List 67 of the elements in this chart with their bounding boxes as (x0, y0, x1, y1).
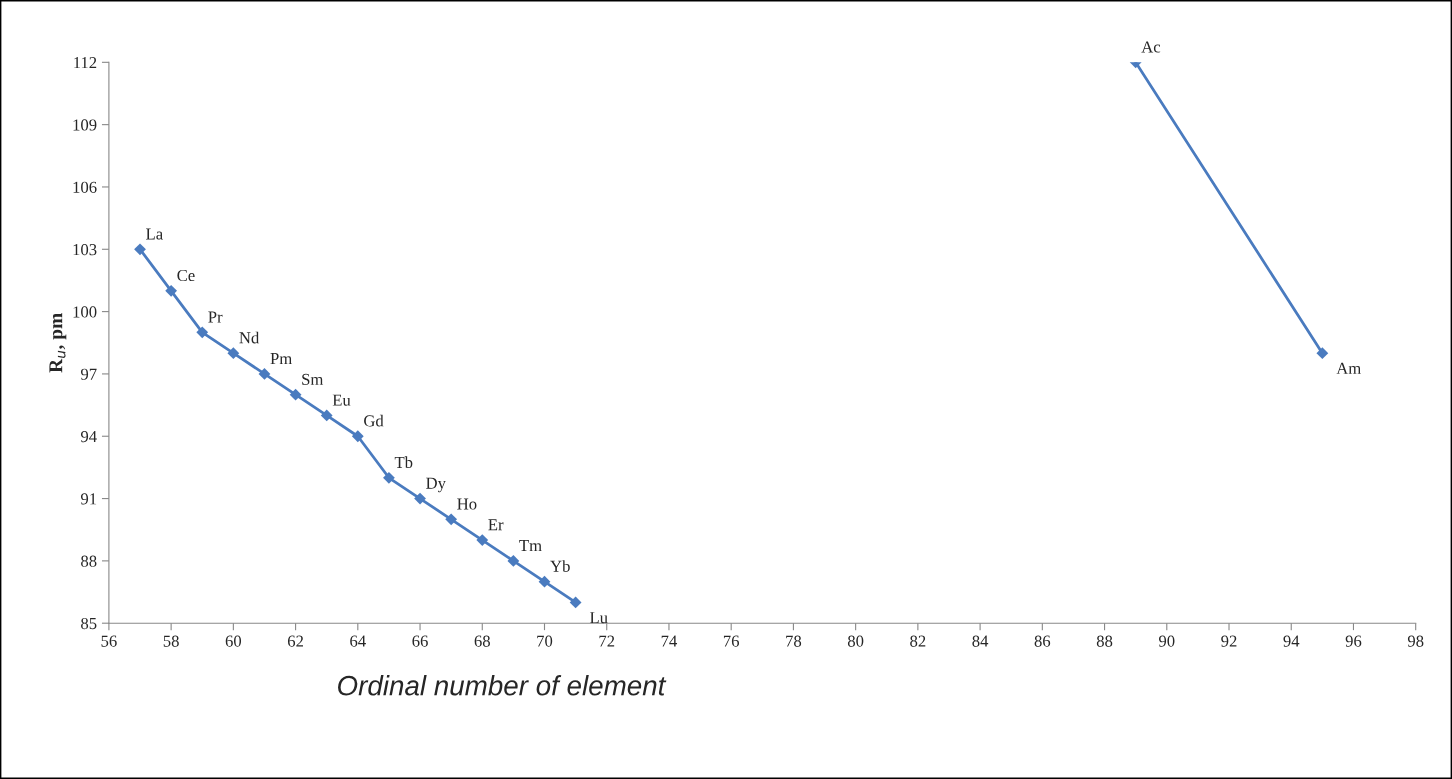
annotation: Tm (519, 540, 542, 551)
annotation: Sm (302, 373, 324, 385)
point (507, 554, 520, 567)
annotation: Nd (239, 331, 260, 344)
x-tick-label: 98 (1407, 635, 1424, 647)
y-tick-label: 94 (80, 430, 97, 443)
annotation: Yb (550, 560, 570, 572)
x-tick-label: 96 (1345, 635, 1362, 647)
point (383, 471, 395, 484)
annotation: Tb (394, 456, 413, 469)
annotation: Pm (270, 353, 292, 365)
x-tick-label: 86 (1034, 635, 1051, 647)
x-tick-label: 70 (537, 635, 553, 647)
point (196, 326, 209, 339)
point (289, 388, 302, 401)
x-tick-label: 90 (1158, 635, 1175, 647)
point (165, 284, 178, 297)
x-tick-label: 64 (350, 635, 366, 647)
annotation: Lu (589, 612, 608, 624)
annotation: La (146, 228, 163, 240)
x-tick-label: 72 (599, 635, 615, 647)
y-tick-label: 112 (74, 57, 97, 69)
y-tick-label: 88 (81, 555, 97, 567)
x-tick-label: 74 (661, 635, 678, 647)
point (414, 492, 426, 505)
x-tick-label: 58 (163, 635, 179, 647)
y-tick-label: 97 (80, 368, 97, 380)
annotation: Ce (177, 269, 195, 282)
y-tick-label: 106 (73, 181, 97, 193)
point (351, 430, 364, 443)
x-tick-label: 56 (101, 635, 117, 647)
x-tick-label: 68 (474, 635, 490, 647)
x-tick-label: 92 (1221, 635, 1237, 647)
point (227, 347, 240, 360)
y-tick-label: 103 (73, 243, 97, 256)
x-tick-label: 84 (972, 635, 989, 647)
point (1316, 347, 1329, 360)
x-axis-title: Ordinal number of element (338, 675, 667, 696)
x-tick-label: 94 (1283, 635, 1300, 647)
point (476, 534, 489, 546)
annotation: Gd (364, 414, 384, 427)
point (445, 513, 458, 526)
x-tick-label: 66 (412, 635, 428, 647)
x-tick-label: 80 (847, 635, 864, 647)
y-tick-label: 100 (73, 306, 97, 318)
annotation: Am (1336, 362, 1361, 374)
y-tick-label: 85 (81, 617, 97, 630)
annotation: Pr (208, 311, 223, 323)
annotation: Ac (1141, 41, 1161, 53)
point (538, 575, 551, 588)
x-tick-label: 82 (910, 635, 926, 647)
x-tick-label: 76 (723, 635, 740, 647)
y-axis-title: R$_{u}$, pm (49, 313, 67, 373)
point (258, 368, 271, 380)
x-tick-label: 62 (287, 635, 303, 647)
annotation: Er (488, 519, 504, 531)
point (134, 243, 146, 256)
x-tick-label: 78 (786, 635, 802, 647)
annotation: Eu (332, 394, 351, 406)
point (569, 596, 582, 609)
y-tick-label: 109 (73, 119, 97, 131)
point (320, 409, 333, 422)
y-tick-label: 91 (80, 493, 97, 505)
x-tick-label: 88 (1096, 635, 1113, 647)
annotation: Dy (426, 477, 446, 493)
x-tick-label: 60 (225, 635, 242, 647)
annotation: Ho (457, 498, 477, 510)
